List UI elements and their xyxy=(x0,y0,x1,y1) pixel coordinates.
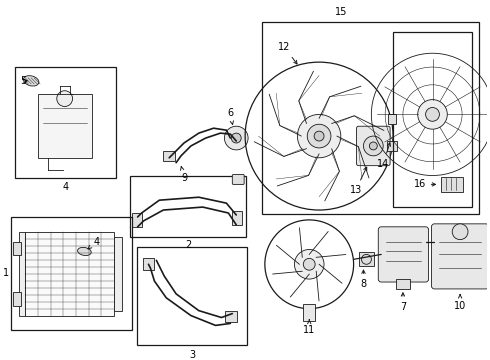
Text: 4: 4 xyxy=(88,237,99,249)
Text: 10: 10 xyxy=(454,294,466,311)
Bar xyxy=(25,232,114,316)
Circle shape xyxy=(314,131,324,141)
Bar xyxy=(11,217,132,330)
FancyBboxPatch shape xyxy=(378,227,429,282)
Text: 1: 1 xyxy=(3,268,9,278)
Text: 14: 14 xyxy=(377,143,391,169)
Circle shape xyxy=(294,249,324,279)
FancyBboxPatch shape xyxy=(357,126,390,166)
Bar xyxy=(13,242,21,255)
Circle shape xyxy=(452,224,468,240)
Circle shape xyxy=(303,258,315,270)
Circle shape xyxy=(369,142,377,150)
Bar xyxy=(137,247,247,345)
Bar xyxy=(359,252,374,266)
Bar xyxy=(130,176,246,237)
Bar xyxy=(163,151,175,161)
Bar xyxy=(303,304,315,321)
Circle shape xyxy=(224,126,248,150)
Text: 15: 15 xyxy=(335,7,347,17)
Circle shape xyxy=(364,136,383,156)
Circle shape xyxy=(362,255,371,264)
Ellipse shape xyxy=(77,247,91,256)
Bar xyxy=(393,32,472,207)
FancyBboxPatch shape xyxy=(432,224,489,289)
Bar xyxy=(15,67,116,177)
Text: 8: 8 xyxy=(361,270,367,289)
Bar xyxy=(114,237,122,311)
Bar xyxy=(132,213,142,227)
Bar xyxy=(232,211,242,225)
Text: 16: 16 xyxy=(414,179,436,189)
Circle shape xyxy=(231,133,241,143)
Text: 2: 2 xyxy=(185,239,191,249)
Text: 11: 11 xyxy=(303,320,316,336)
Bar xyxy=(441,176,463,192)
Bar xyxy=(143,258,154,270)
Circle shape xyxy=(297,114,341,158)
Bar xyxy=(225,311,237,323)
Bar xyxy=(19,232,25,316)
Circle shape xyxy=(417,100,447,129)
Text: 13: 13 xyxy=(349,167,367,195)
Text: 3: 3 xyxy=(189,350,195,360)
FancyBboxPatch shape xyxy=(232,175,244,184)
Text: 7: 7 xyxy=(400,293,406,312)
Bar xyxy=(388,114,396,124)
Bar xyxy=(13,292,21,306)
Text: 12: 12 xyxy=(278,42,297,64)
Bar xyxy=(262,22,479,214)
Bar xyxy=(38,94,92,158)
Text: 6: 6 xyxy=(227,108,234,125)
Circle shape xyxy=(57,91,73,107)
Circle shape xyxy=(426,108,440,121)
Text: 9: 9 xyxy=(180,167,187,183)
Text: 4: 4 xyxy=(63,183,69,192)
Circle shape xyxy=(307,124,331,148)
Text: 5: 5 xyxy=(20,76,27,86)
Ellipse shape xyxy=(24,76,39,86)
Bar xyxy=(396,279,410,289)
Bar xyxy=(387,141,397,151)
